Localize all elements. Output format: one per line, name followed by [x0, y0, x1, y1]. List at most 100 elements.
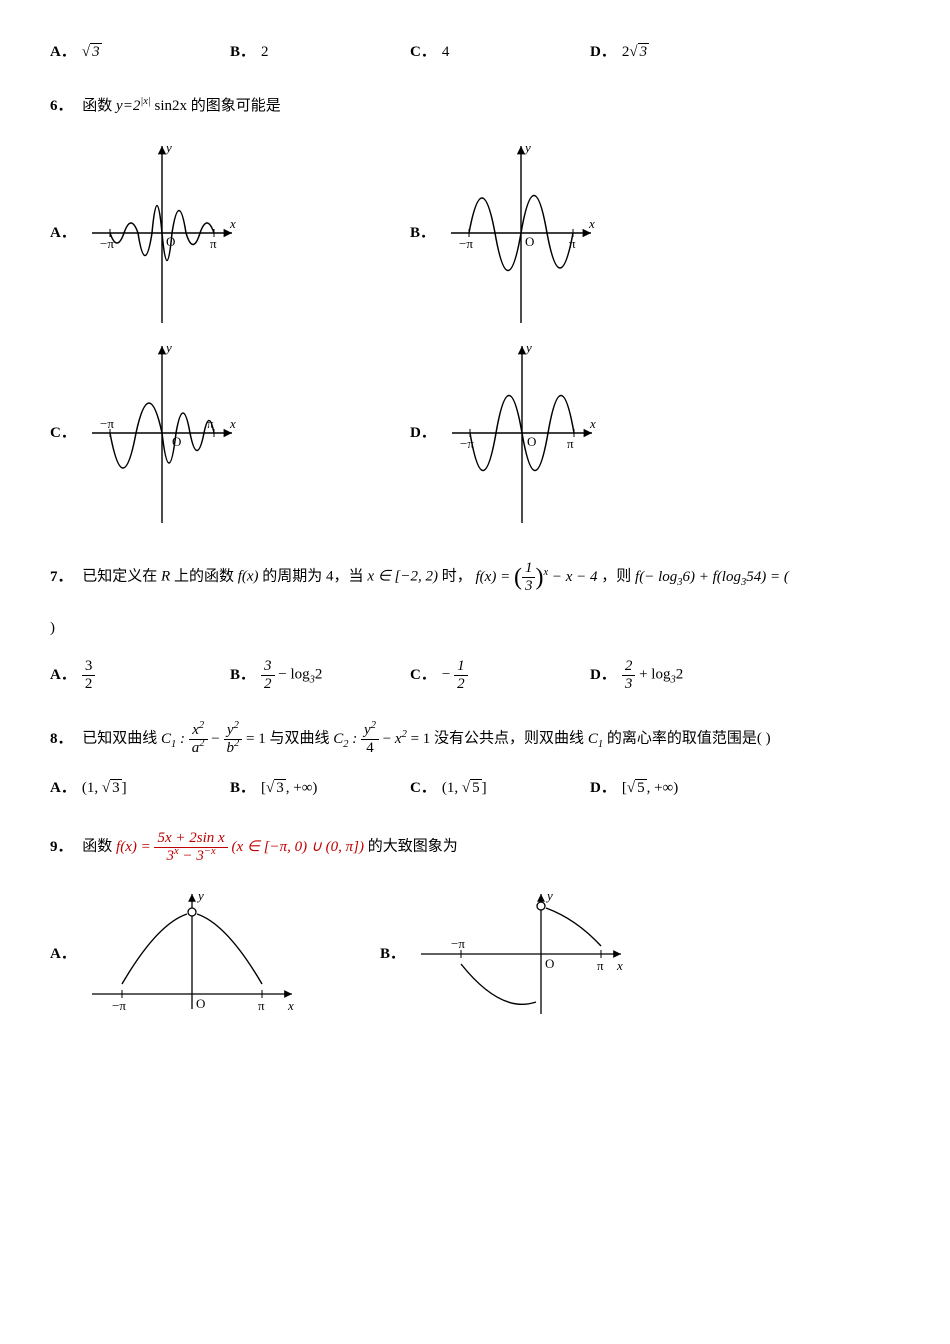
label-A: A． — [50, 40, 76, 64]
q7-options: A． 32 B． 32 − log32 C． − 12 D． 23 + log3… — [50, 658, 900, 692]
q5-opt-B: B． 2 — [230, 40, 410, 64]
q6-stem: 6． 函数 y=2|x| sin2x 的图象可能是 — [50, 94, 900, 118]
label-D: D． — [590, 663, 616, 687]
svg-text:O: O — [196, 996, 205, 1011]
q6-cell-A: A． y x O −π π — [50, 138, 410, 328]
expr: [√3, +∞) — [261, 776, 317, 800]
q8-opt-D: D． [√5, +∞) — [590, 776, 770, 800]
label-A: A． — [50, 663, 76, 687]
q9-stem: 9． 函数 f(x) = 5x + 2sin x 3x − 3−x (x ∈ [… — [50, 830, 900, 864]
text: 已知双曲线 — [82, 731, 161, 747]
den: 3 — [622, 676, 636, 693]
den: 2 — [454, 676, 468, 693]
svg-text:y: y — [524, 340, 532, 355]
sqrt-val: 3 — [90, 43, 102, 60]
text: sin2x 的图象可能是 — [155, 98, 281, 114]
svg-text:π: π — [567, 436, 574, 451]
label-A: A． — [50, 776, 76, 800]
q6-cell-B: B． y x O −π π — [410, 138, 770, 328]
q6-row-CD: C． y x O −π π D． y x O −π π — [50, 338, 900, 528]
q5-C-expr: 4 — [442, 40, 450, 64]
q5-D-expr: 2√3 — [622, 40, 649, 64]
q5-B-expr: 2 — [261, 40, 269, 64]
q8-num: 8． — [50, 731, 73, 747]
q7-opt-B: B． 32 − log32 — [230, 658, 410, 692]
q6-cell-C: C． y x O −π π — [50, 338, 410, 528]
svg-text:y: y — [523, 140, 531, 155]
svg-text:y: y — [545, 888, 553, 903]
q6-cell-D: D． y x O −π π — [410, 338, 770, 528]
expr: 23 + log32 — [622, 658, 683, 692]
den: 2 — [261, 676, 275, 693]
label-A: A． — [50, 221, 76, 245]
num: 1 — [522, 560, 536, 578]
label-C: C． — [410, 776, 436, 800]
label-B: B． — [230, 776, 255, 800]
sign: − — [442, 667, 450, 683]
svg-text:−π: −π — [459, 236, 473, 251]
expr: y=2|x| — [116, 98, 154, 114]
svg-text:O: O — [172, 434, 181, 449]
C1: C1 : x2a2 − y2b2 = 1 — [161, 731, 269, 747]
label-B: B． — [380, 942, 405, 966]
num: 1 — [454, 658, 468, 676]
svg-text:x: x — [229, 416, 236, 431]
svg-text:x: x — [229, 216, 236, 231]
q9-graph-B: y x O −π π — [411, 884, 631, 1024]
svg-text:O: O — [527, 434, 536, 449]
svg-text:x: x — [616, 958, 623, 973]
svg-text:π: π — [210, 236, 217, 251]
C1-ref: C1 — [588, 731, 603, 747]
fx: f(x) — [238, 569, 259, 585]
expr: (1, √5] — [442, 776, 487, 800]
q7-opt-A: A． 32 — [50, 658, 230, 692]
svg-text:x: x — [589, 416, 596, 431]
text: 函数 — [82, 98, 116, 114]
svg-text:O: O — [525, 234, 534, 249]
num: 3 — [261, 658, 275, 676]
fx-formula: f(x) = (13)x − x − 4 — [476, 569, 602, 585]
text: 函数 — [82, 839, 116, 855]
xin: x ∈ [−2, 2) — [367, 569, 438, 585]
text: ，则 — [601, 569, 635, 585]
svg-text:O: O — [545, 956, 554, 971]
svg-text:x: x — [287, 998, 294, 1013]
label-D: D． — [590, 776, 616, 800]
text: 的周期为 4，当 — [262, 569, 367, 585]
fxeq: f(x) = — [476, 569, 514, 585]
q6-graph-A: y x O −π π — [82, 138, 242, 328]
q8-opt-B: B． [√3, +∞) — [230, 776, 410, 800]
q8-opt-C: C． (1, √5] — [410, 776, 590, 800]
svg-text:π: π — [258, 998, 265, 1013]
label-B: B． — [230, 663, 255, 687]
tail: − x − 4 — [552, 569, 598, 585]
svg-text:y: y — [164, 140, 172, 155]
q7-opt-D: D． 23 + log32 — [590, 658, 770, 692]
q8-stem: 8． 已知双曲线 C1 : x2a2 − y2b2 = 1 与双曲线 C2 : … — [50, 722, 900, 756]
label-B: B． — [230, 40, 255, 64]
sqrt-val: 3 — [638, 43, 650, 60]
q9-cell-A: A． y x O −π π — [50, 884, 380, 1024]
label-C: C． — [410, 40, 436, 64]
den: 3 — [522, 578, 536, 595]
q9-num: 9． — [50, 839, 73, 855]
q5-opt-A: A． √3 — [50, 40, 230, 64]
y-eq: y= — [116, 98, 133, 114]
q6-graph-B: y x O −π π — [441, 138, 601, 328]
q9-row-AB: A． y x O −π π B． y x O −π π — [50, 884, 900, 1024]
q8-options: A． (1, √3] B． [√3, +∞) C． (1, √5] D． [√5… — [50, 776, 900, 800]
q6-graph-C: y x O −π π — [82, 338, 242, 528]
label-B: B． — [410, 221, 435, 245]
R: R — [161, 569, 170, 585]
expr: [√5, +∞) — [622, 776, 678, 800]
q9-cell-B: B． y x O −π π — [380, 884, 710, 1024]
q7-num: 7． — [50, 569, 73, 585]
fx: f(x) = 5x + 2sin x 3x − 3−x (x ∈ [−π, 0)… — [116, 839, 368, 855]
q5-opt-C: C． 4 — [410, 40, 590, 64]
q7-stem: 7． 已知定义在 R 上的函数 f(x) 的周期为 4，当 x ∈ [−2, 2… — [50, 558, 900, 596]
label-D: D． — [590, 40, 616, 64]
svg-text:−π: −π — [100, 416, 114, 431]
den: 2 — [82, 676, 96, 693]
sup: |x| — [140, 96, 150, 107]
label-C: C． — [50, 421, 76, 445]
